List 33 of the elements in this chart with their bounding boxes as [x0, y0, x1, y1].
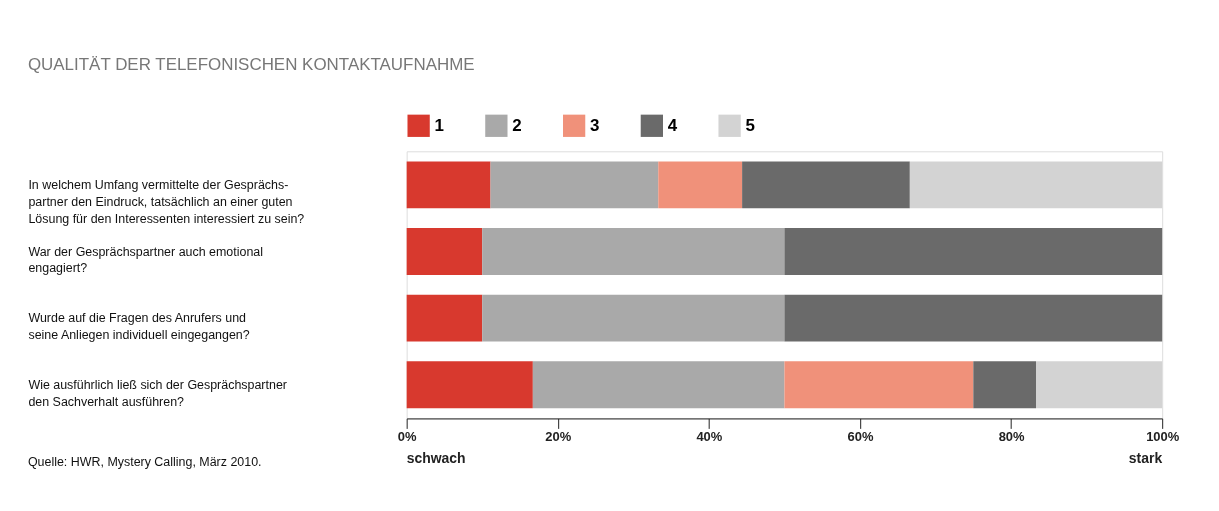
y-tick-label: Wie ausführlich ließ sich der Gesprächspartner den Sachverhalt ausführen? — [28, 377, 287, 409]
bar — [482, 294, 785, 342]
bar — [406, 294, 483, 342]
x-tick-label: 80% — [998, 428, 1026, 444]
bar — [406, 228, 483, 275]
x-tick-label: 60% — [847, 428, 874, 444]
bar — [973, 361, 1037, 409]
text: QUALITÄT DER TELEFONISCHEN KONTAKTAUFNAHME — [27, 54, 475, 74]
y-tick-label: Wurde auf die Fragen des Anrufers und seine Anliegen individuell eingegangen? — [28, 311, 250, 343]
bar — [784, 228, 1163, 275]
legend-label: 1 — [434, 115, 444, 135]
bar — [658, 161, 743, 209]
text: stark — [1128, 450, 1163, 467]
x-tick-label: 100% — [1146, 428, 1180, 444]
bar — [784, 294, 1163, 342]
text: schwach — [406, 450, 466, 467]
bar — [406, 161, 491, 209]
bar — [742, 161, 910, 209]
bar — [406, 361, 533, 409]
x-tick-label: 0% — [397, 428, 418, 444]
legend-label: 3 — [590, 115, 600, 135]
legend-label: 4 — [667, 115, 678, 135]
bar — [784, 361, 974, 409]
legend-label: 5 — [745, 115, 755, 135]
x-tick-label: 40% — [696, 428, 723, 444]
bar — [482, 228, 785, 275]
x-tick-label: 20% — [545, 428, 572, 444]
source-note: Quelle: HWR, Mystery Calling, März 2010. — [27, 455, 262, 470]
legend-label: 2 — [512, 115, 522, 135]
bar — [490, 161, 659, 209]
y-tick-label: In welchem Umfang vermittelte der Gesprächs- partner den Eindruck, tatsächlich an einer guten Lösung für den Interessenten interessiert zu sein? — [28, 177, 305, 226]
bar — [532, 361, 785, 409]
y-tick-label: War der Gesprächspartner auch emotional engagiert? — [28, 244, 263, 276]
